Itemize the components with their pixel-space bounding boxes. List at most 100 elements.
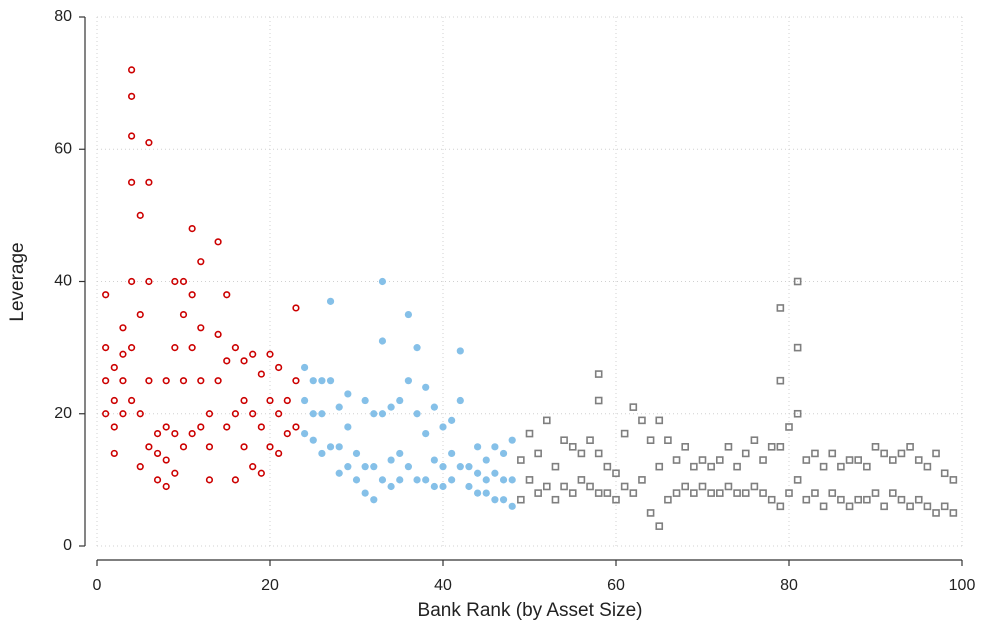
point — [188, 291, 196, 299]
point — [102, 410, 110, 418]
point — [802, 456, 811, 464]
point — [508, 436, 516, 444]
point — [465, 482, 473, 491]
point — [110, 423, 118, 431]
point — [214, 377, 222, 385]
point — [525, 476, 534, 484]
point — [110, 363, 118, 372]
point — [257, 370, 265, 378]
point — [534, 449, 542, 458]
point — [179, 443, 188, 451]
point — [854, 456, 863, 464]
point — [370, 410, 378, 418]
point — [672, 456, 681, 464]
point — [551, 462, 560, 471]
point — [430, 482, 438, 491]
point — [257, 469, 265, 477]
point — [499, 476, 508, 484]
point — [257, 423, 265, 431]
point — [560, 482, 568, 491]
point — [188, 225, 196, 233]
point — [690, 462, 698, 471]
point — [724, 482, 733, 491]
point — [811, 449, 819, 458]
point — [508, 502, 516, 510]
point — [655, 416, 664, 425]
point — [378, 410, 387, 418]
point — [326, 377, 335, 385]
point — [759, 489, 767, 497]
point — [378, 476, 387, 484]
point — [318, 449, 326, 458]
point — [283, 396, 291, 405]
point — [629, 489, 638, 497]
point — [793, 277, 802, 286]
point — [110, 449, 118, 458]
point — [370, 496, 378, 504]
point — [871, 443, 880, 451]
point — [707, 489, 715, 497]
point — [344, 463, 352, 471]
point — [162, 423, 170, 431]
point — [932, 509, 940, 517]
point — [162, 456, 170, 464]
point — [568, 489, 577, 497]
point — [474, 469, 482, 477]
point — [387, 403, 395, 411]
point — [361, 489, 369, 497]
point — [577, 449, 586, 458]
point — [439, 463, 447, 471]
point — [387, 482, 395, 491]
point — [534, 489, 542, 497]
point — [396, 476, 404, 484]
point — [188, 344, 196, 352]
point — [594, 396, 603, 405]
point — [439, 423, 447, 431]
point — [698, 456, 707, 464]
point — [266, 396, 274, 405]
point — [620, 482, 629, 491]
x-tick-label: 0 — [93, 577, 102, 594]
point — [128, 92, 136, 100]
point — [672, 489, 681, 497]
point — [119, 350, 127, 358]
point — [664, 495, 672, 504]
point — [586, 436, 594, 445]
point — [344, 423, 352, 431]
point — [776, 443, 785, 451]
point — [655, 522, 664, 530]
point — [448, 476, 456, 484]
point — [266, 350, 274, 358]
point — [863, 495, 871, 504]
point — [811, 489, 819, 497]
point — [525, 429, 534, 438]
point — [335, 403, 343, 411]
point — [594, 449, 603, 458]
point — [828, 449, 837, 458]
point — [560, 436, 568, 445]
point — [153, 476, 162, 484]
point — [923, 502, 932, 511]
point — [482, 489, 490, 497]
point — [396, 396, 404, 405]
point — [603, 462, 612, 471]
point — [499, 496, 508, 504]
x-tick-label: 40 — [434, 577, 452, 594]
point — [309, 436, 317, 444]
point — [767, 443, 776, 451]
point — [491, 443, 499, 451]
point — [326, 297, 335, 305]
point — [733, 489, 741, 497]
point — [119, 410, 127, 418]
point — [275, 449, 283, 458]
point — [914, 456, 923, 464]
point — [508, 476, 516, 484]
point — [292, 423, 300, 431]
point — [655, 462, 664, 471]
point — [854, 495, 863, 504]
point — [404, 463, 412, 471]
point — [223, 291, 231, 299]
point — [404, 310, 412, 319]
point — [897, 449, 906, 458]
